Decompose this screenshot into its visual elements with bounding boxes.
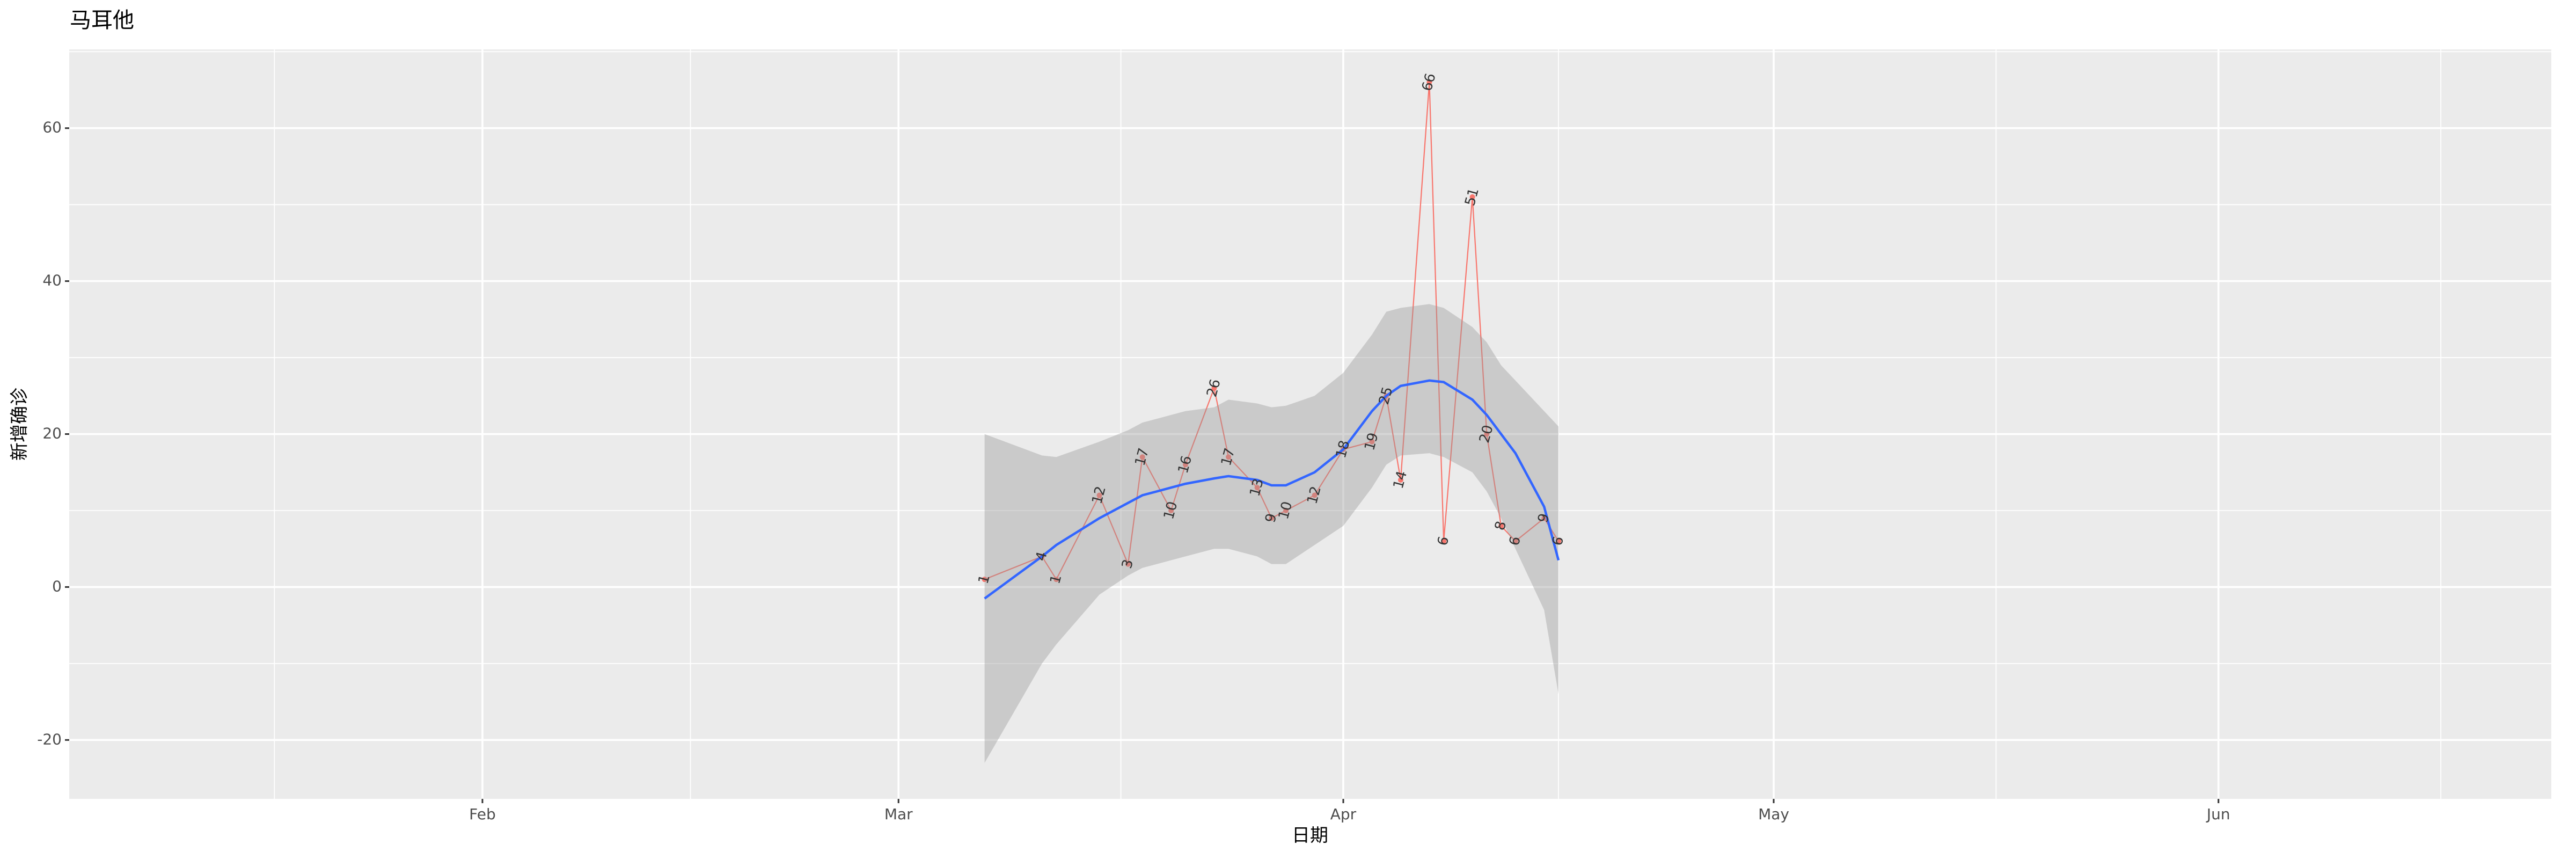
data-point	[1426, 79, 1432, 85]
data-point	[1484, 431, 1490, 437]
data-label: 8	[1492, 519, 1510, 532]
data-line	[984, 82, 1559, 581]
data-label: 1	[1047, 573, 1065, 586]
x-tick-label: Feb	[469, 805, 496, 823]
y-tick-label: 60	[42, 119, 62, 136]
data-point	[1226, 454, 1232, 460]
smooth-line	[984, 379, 1560, 600]
data-point	[1182, 462, 1188, 468]
data-point	[1369, 439, 1375, 445]
data-point	[982, 577, 987, 583]
data-point	[1254, 485, 1260, 491]
data-label: 9	[1262, 512, 1280, 525]
x-tick-label: Jun	[2206, 805, 2230, 823]
data-point	[1498, 523, 1504, 529]
data-point	[1125, 561, 1131, 567]
data-point	[1556, 538, 1561, 544]
data-point	[1139, 454, 1145, 460]
y-tick-label: 20	[42, 425, 62, 442]
data-point	[1397, 477, 1403, 483]
data-label: 6	[1549, 535, 1567, 548]
data-label: 6	[1435, 535, 1452, 548]
data-label: 9	[1535, 512, 1553, 525]
data-point	[1053, 577, 1059, 583]
y-tick-label: 40	[42, 272, 62, 289]
data-point	[1283, 507, 1289, 513]
data-point	[1541, 515, 1547, 521]
confidence-band	[984, 304, 1558, 763]
data-label: 6	[1506, 535, 1524, 548]
x-tick-label: Mar	[884, 805, 913, 823]
y-tick-label: -20	[37, 730, 62, 748]
data-label: 1	[976, 573, 993, 586]
x-tick-label: May	[1758, 805, 1789, 823]
data-label: 4	[1033, 550, 1050, 563]
data-point	[1469, 194, 1475, 200]
data-point	[1269, 515, 1275, 521]
y-axis-title: 新增确诊	[9, 388, 31, 461]
data-label: 3	[1119, 558, 1137, 571]
x-tick-label: Apr	[1330, 805, 1357, 823]
data-point	[1512, 538, 1518, 544]
data-point	[1168, 507, 1174, 513]
chart-title: 马耳他	[70, 8, 134, 33]
data-point	[1312, 492, 1318, 498]
data-point	[1441, 538, 1447, 544]
y-tick-label: 0	[52, 577, 62, 595]
data-point	[1096, 492, 1102, 498]
x-axis-title: 日期	[1292, 825, 1328, 847]
data-point	[1211, 385, 1217, 391]
